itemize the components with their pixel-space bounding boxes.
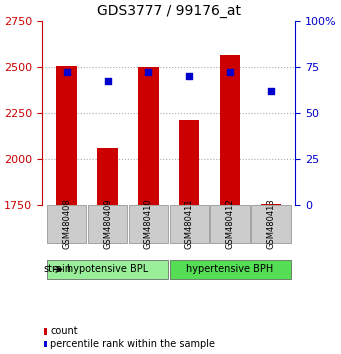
Point (146, 69, 151, 75)
FancyBboxPatch shape (210, 205, 250, 242)
Point (64, 69, 69, 75)
Text: GSM480411: GSM480411 (185, 198, 194, 249)
Text: strain: strain (43, 264, 71, 274)
FancyBboxPatch shape (47, 205, 86, 242)
Point (227, 69, 233, 75)
Text: GSM480412: GSM480412 (226, 198, 235, 249)
Title: GDS3777 / 99176_at: GDS3777 / 99176_at (97, 4, 241, 18)
Point (105, 79, 110, 84)
Text: hypotensive BPL: hypotensive BPL (67, 264, 148, 274)
Bar (44, 328, 47, 335)
Text: count: count (50, 326, 78, 336)
FancyBboxPatch shape (47, 260, 168, 279)
FancyBboxPatch shape (169, 260, 291, 279)
Bar (57, 66, 77, 205)
FancyBboxPatch shape (129, 205, 168, 242)
Text: percentile rank within the sample: percentile rank within the sample (50, 339, 215, 349)
Bar (97, 148, 118, 205)
Text: hypertensive BPH: hypertensive BPH (187, 264, 274, 274)
Bar (261, 204, 281, 205)
Text: GSM480409: GSM480409 (103, 198, 112, 249)
Point (268, 88, 274, 93)
Text: GSM480413: GSM480413 (266, 198, 276, 249)
Text: GSM480408: GSM480408 (62, 198, 71, 249)
Bar (179, 120, 199, 205)
Bar (138, 67, 159, 205)
FancyBboxPatch shape (169, 205, 209, 242)
FancyBboxPatch shape (251, 205, 291, 242)
Point (187, 73, 192, 79)
Bar (44, 341, 47, 347)
Bar (220, 55, 240, 205)
Text: GSM480410: GSM480410 (144, 198, 153, 249)
FancyBboxPatch shape (88, 205, 127, 242)
